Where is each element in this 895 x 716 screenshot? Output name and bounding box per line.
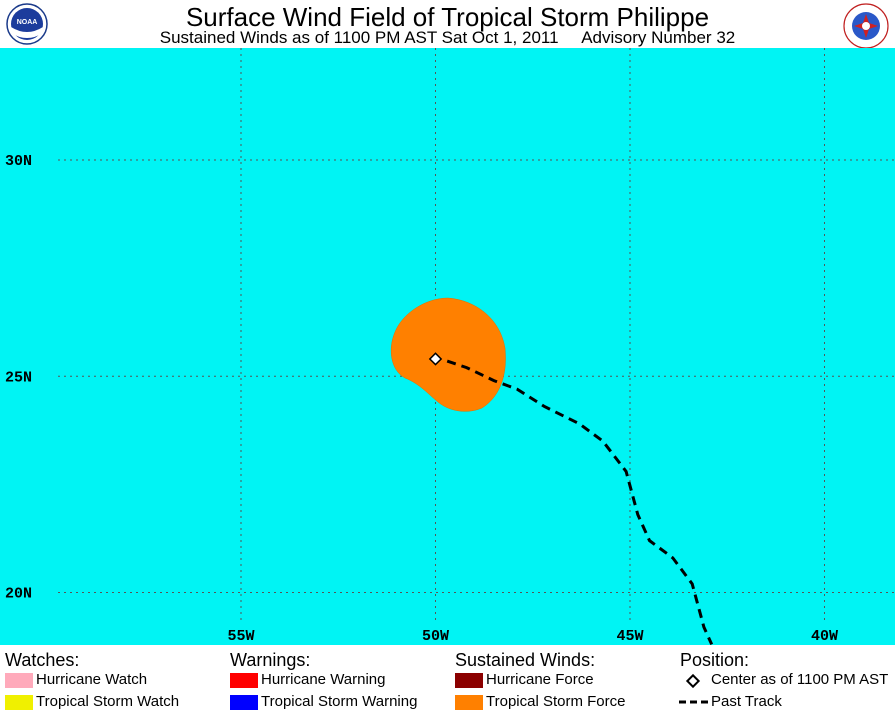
- tropical-storm-force-label: Tropical Storm Force: [486, 693, 626, 710]
- center-diamond-icon: [685, 673, 701, 689]
- tropical-storm-force-wind-area: [390, 297, 506, 412]
- past-track-dash-icon: [679, 700, 709, 704]
- sustained-winds-heading: Sustained Winds:: [455, 650, 596, 670]
- warnings-heading: Warnings:: [230, 650, 311, 670]
- nws-logo: [843, 3, 889, 49]
- tropical-storm-watch-swatch: [5, 695, 33, 710]
- longitude-label: 40W: [811, 628, 838, 645]
- hurricane-force-label: Hurricane Force: [486, 671, 594, 688]
- past-track-label: Past Track: [711, 693, 782, 710]
- hurricane-watch-swatch: [5, 673, 33, 688]
- latitude-label: 20N: [5, 586, 32, 603]
- map-header: NOAA Surface Wind Field of Tropical Stor…: [0, 0, 895, 49]
- latitude-label: 25N: [5, 369, 32, 386]
- latitude-label: 30N: [5, 153, 32, 170]
- longitude-label: 45W: [616, 628, 643, 645]
- storm-center-marker: [428, 352, 443, 366]
- position-heading: Position:: [680, 650, 750, 670]
- tropical-storm-warning-swatch: [230, 695, 258, 710]
- hurricane-watch-label: Hurricane Watch: [36, 671, 148, 688]
- hurricane-warning-swatch: [230, 673, 258, 688]
- map-subtitle: Sustained Winds as of 1100 PM AST Sat Oc…: [159, 28, 736, 47]
- longitude-label: 50W: [422, 628, 449, 645]
- past-track-line: [446, 359, 714, 645]
- map-title: Surface Wind Field of Tropical Storm Phi…: [185, 2, 710, 32]
- tropical-storm-watch-label: Tropical Storm Watch: [36, 693, 180, 710]
- noaa-logo: NOAA: [6, 3, 48, 45]
- noaa-logo-text: NOAA: [17, 19, 38, 26]
- map-legend: Watches: Hurricane Watch Tropical Storm …: [0, 645, 895, 716]
- hurricane-force-swatch: [455, 673, 483, 688]
- tropical-storm-force-swatch: [455, 695, 483, 710]
- hurricane-warning-label: Hurricane Warning: [261, 671, 386, 688]
- center-position-label: Center as of 1100 PM AST: [711, 671, 889, 688]
- longitude-label: 55W: [227, 628, 254, 645]
- wind-field-map: 30N 25N 20N 55W 50W 45W 40W: [0, 48, 895, 645]
- tropical-storm-warning-label: Tropical Storm Warning: [261, 693, 418, 710]
- watches-heading: Watches:: [5, 650, 80, 670]
- lat-lon-grid: 30N 25N 20N 55W 50W 45W 40W: [5, 48, 895, 645]
